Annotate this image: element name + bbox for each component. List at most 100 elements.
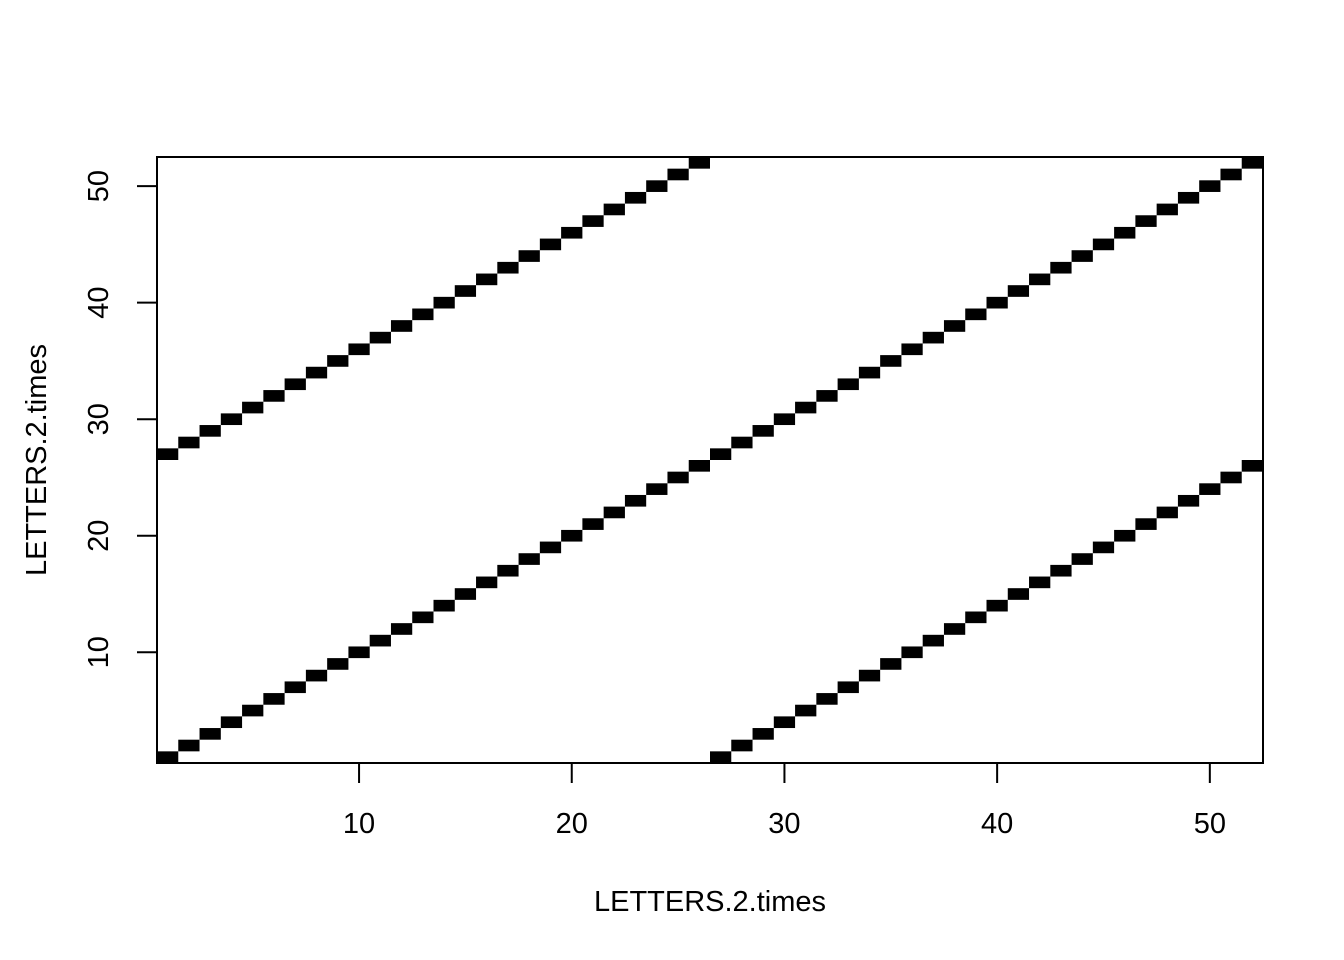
heatmap-cell <box>582 518 604 530</box>
heatmap-cell <box>667 168 689 181</box>
heatmap-cell <box>433 296 455 309</box>
heatmap-cell <box>1199 483 1221 495</box>
heatmap-cell <box>1029 576 1051 589</box>
heatmap-cell <box>199 425 221 437</box>
heatmap-cell <box>412 308 434 321</box>
heatmap-cell <box>752 728 774 740</box>
heatmap-cell <box>603 506 625 519</box>
heatmap-cell <box>305 669 328 682</box>
heatmap-cell <box>242 401 264 414</box>
heatmap-cell <box>242 704 264 717</box>
heatmap-cell <box>348 343 370 356</box>
heatmap-cell <box>816 390 838 402</box>
heatmap-cell <box>539 541 562 554</box>
heatmap-cell <box>476 576 498 589</box>
heatmap-cell <box>624 191 647 204</box>
heatmap-cell <box>263 390 285 402</box>
heatmap-cell <box>369 634 391 647</box>
heatmap-cell <box>1114 529 1136 542</box>
y-tick-label: 40 <box>83 287 115 319</box>
heatmap-cell <box>901 646 923 659</box>
y-tick-label: 10 <box>83 636 115 668</box>
x-tick-label: 50 <box>1194 808 1226 840</box>
heatmap-cell <box>1220 168 1242 181</box>
heatmap-cell <box>561 226 583 239</box>
heatmap-cell <box>454 285 477 297</box>
heatmap-cell <box>943 320 966 332</box>
heatmap-cell <box>1156 506 1178 519</box>
heatmap-cell <box>327 658 349 670</box>
heatmap-cell <box>731 739 753 752</box>
heatmap-cell <box>1199 180 1221 192</box>
heatmap-cell <box>1071 250 1093 262</box>
heatmap-cell <box>220 716 243 729</box>
heatmap-cell <box>646 180 668 192</box>
heatmap-cell <box>284 378 306 391</box>
heatmap-cell <box>965 308 987 321</box>
y-tick-label: 30 <box>83 403 115 435</box>
heatmap-cell <box>816 693 838 705</box>
y-tick-label: 50 <box>83 170 115 202</box>
x-tick-label: 10 <box>343 808 375 840</box>
heatmap-cell <box>858 366 881 379</box>
heatmap-cell <box>795 704 817 717</box>
heatmap-cell <box>263 693 285 705</box>
heatmap-cell <box>773 413 796 426</box>
heatmap-cell <box>773 716 796 729</box>
heatmap-cell <box>710 751 732 763</box>
x-tick-label: 20 <box>556 808 588 840</box>
heatmap-cell <box>582 215 604 227</box>
heatmap-cell <box>561 529 583 542</box>
heatmap-cell <box>603 203 625 216</box>
heatmap-cell <box>369 331 391 344</box>
heatmap-cell <box>986 296 1008 309</box>
heatmap-cell <box>220 413 243 426</box>
heatmap-cell <box>518 553 540 565</box>
heatmap-cell <box>752 425 774 437</box>
heatmap-cells <box>157 157 1263 763</box>
plot-frame <box>156 156 1264 764</box>
y-axis-label: LETTERS.2.times <box>21 344 53 576</box>
heatmap-cell <box>348 646 370 659</box>
x-tick-label: 40 <box>981 808 1013 840</box>
heatmap-cell <box>1092 541 1115 554</box>
x-axis-label: LETTERS.2.times <box>594 886 826 918</box>
heatmap-cell <box>454 588 477 600</box>
heatmap-cell <box>901 343 923 356</box>
heatmap-cell <box>986 599 1008 612</box>
heatmap-cell <box>1007 588 1030 600</box>
y-axis: 10 20 30 40 50 <box>83 170 157 668</box>
heatmap-cell <box>688 460 710 472</box>
heatmap-cell <box>476 273 498 286</box>
heatmap-cell <box>731 436 753 449</box>
x-axis: 10 20 30 40 50 <box>343 763 1226 840</box>
heatmap-cell <box>412 611 434 624</box>
heatmap-cell <box>157 448 179 460</box>
heatmap-cell <box>157 751 179 763</box>
heatmap-cell <box>1050 261 1072 274</box>
heatmap-cell <box>1177 191 1200 204</box>
heatmap-cell <box>688 157 710 169</box>
heatmap-cell <box>178 739 200 752</box>
heatmap-cell <box>965 611 987 624</box>
heatmap-cell <box>199 728 221 740</box>
heatmap-cell <box>1135 518 1157 530</box>
heatmap-cell <box>667 471 689 484</box>
heatmap-cell <box>922 634 944 647</box>
heatmap-cell <box>858 669 881 682</box>
heatmap-cell <box>880 355 902 367</box>
heatmap-cell <box>646 483 668 495</box>
heatmap-cell <box>795 401 817 414</box>
heatmap-cell <box>880 658 902 670</box>
heatmap-cell <box>624 494 647 507</box>
heatmap-cell <box>284 681 306 694</box>
heatmap-cell <box>305 366 328 379</box>
heatmap-cell <box>1220 471 1242 484</box>
heatmap-cell <box>710 448 732 460</box>
heatmap-cell <box>518 250 540 262</box>
heatmap-cell <box>1114 226 1136 239</box>
heatmap-cell <box>433 599 455 612</box>
heatmap-cell <box>390 623 413 635</box>
heatmap-cell <box>1050 564 1072 577</box>
